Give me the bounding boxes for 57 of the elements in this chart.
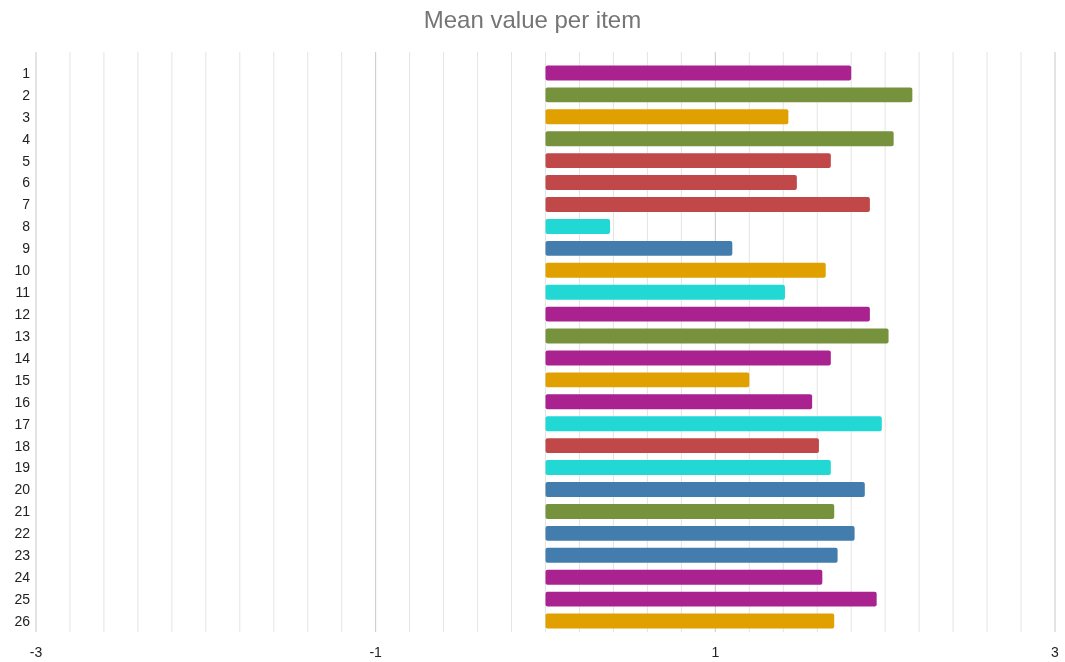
- bar: [545, 591, 877, 607]
- bar: [545, 109, 789, 125]
- bar: [545, 262, 826, 278]
- y-tick-label: 22: [14, 525, 31, 542]
- y-tick-label: 18: [14, 437, 31, 454]
- y-tick-label: 3: [22, 108, 31, 125]
- y-tick-label: 21: [14, 503, 31, 520]
- y-tick-label: 13: [14, 327, 31, 344]
- bar: [545, 394, 813, 410]
- y-tick-label: 24: [14, 569, 31, 586]
- bar: [545, 460, 831, 476]
- y-tick-label: 2: [22, 86, 31, 103]
- y-tick-label: 9: [22, 240, 31, 257]
- y-tick-label: 12: [14, 306, 31, 323]
- bar: [545, 503, 835, 519]
- y-tick-label: 25: [14, 591, 31, 608]
- y-tick-label: 15: [14, 371, 31, 388]
- bar: [545, 153, 831, 169]
- bar: [545, 175, 797, 191]
- x-tick-label: 3: [1051, 644, 1060, 660]
- y-tick-label: 4: [22, 130, 31, 147]
- x-tick-label: -3: [29, 644, 43, 660]
- bar: [545, 569, 823, 585]
- y-tick-label: 26: [14, 612, 31, 629]
- bar: [545, 284, 785, 300]
- bar: [545, 87, 913, 103]
- bar: [545, 240, 733, 256]
- y-tick-label: 10: [14, 262, 31, 279]
- bar: [545, 218, 611, 234]
- y-tick-label: 20: [14, 481, 31, 498]
- y-tick-label: 16: [14, 393, 31, 410]
- y-tick-label: 7: [22, 196, 31, 213]
- chart-title: Mean value per item: [423, 6, 642, 33]
- y-tick-label: 17: [14, 415, 31, 432]
- bar: [545, 197, 870, 212]
- bar: [545, 372, 750, 388]
- bar: [545, 131, 894, 147]
- y-tick-label: 5: [22, 152, 31, 169]
- y-tick-label: 1: [22, 64, 31, 81]
- y-tick-label: 19: [14, 459, 31, 476]
- bar: [545, 438, 819, 454]
- bar: [545, 416, 882, 432]
- y-tick-label: 11: [15, 284, 31, 301]
- y-tick-label: 14: [14, 349, 31, 366]
- bar: [545, 350, 831, 366]
- bar: [545, 613, 835, 629]
- x-tick-label: -1: [369, 644, 383, 660]
- bar: [545, 525, 855, 541]
- y-tick-label: 8: [22, 218, 31, 235]
- bar: [545, 482, 865, 497]
- y-tick-label: 23: [14, 547, 31, 564]
- y-tick-label: 6: [22, 174, 31, 191]
- bar: [545, 328, 889, 344]
- bar: [545, 306, 870, 322]
- bar: [545, 65, 852, 81]
- x-tick-label: 1: [711, 644, 720, 660]
- bar: [545, 547, 838, 563]
